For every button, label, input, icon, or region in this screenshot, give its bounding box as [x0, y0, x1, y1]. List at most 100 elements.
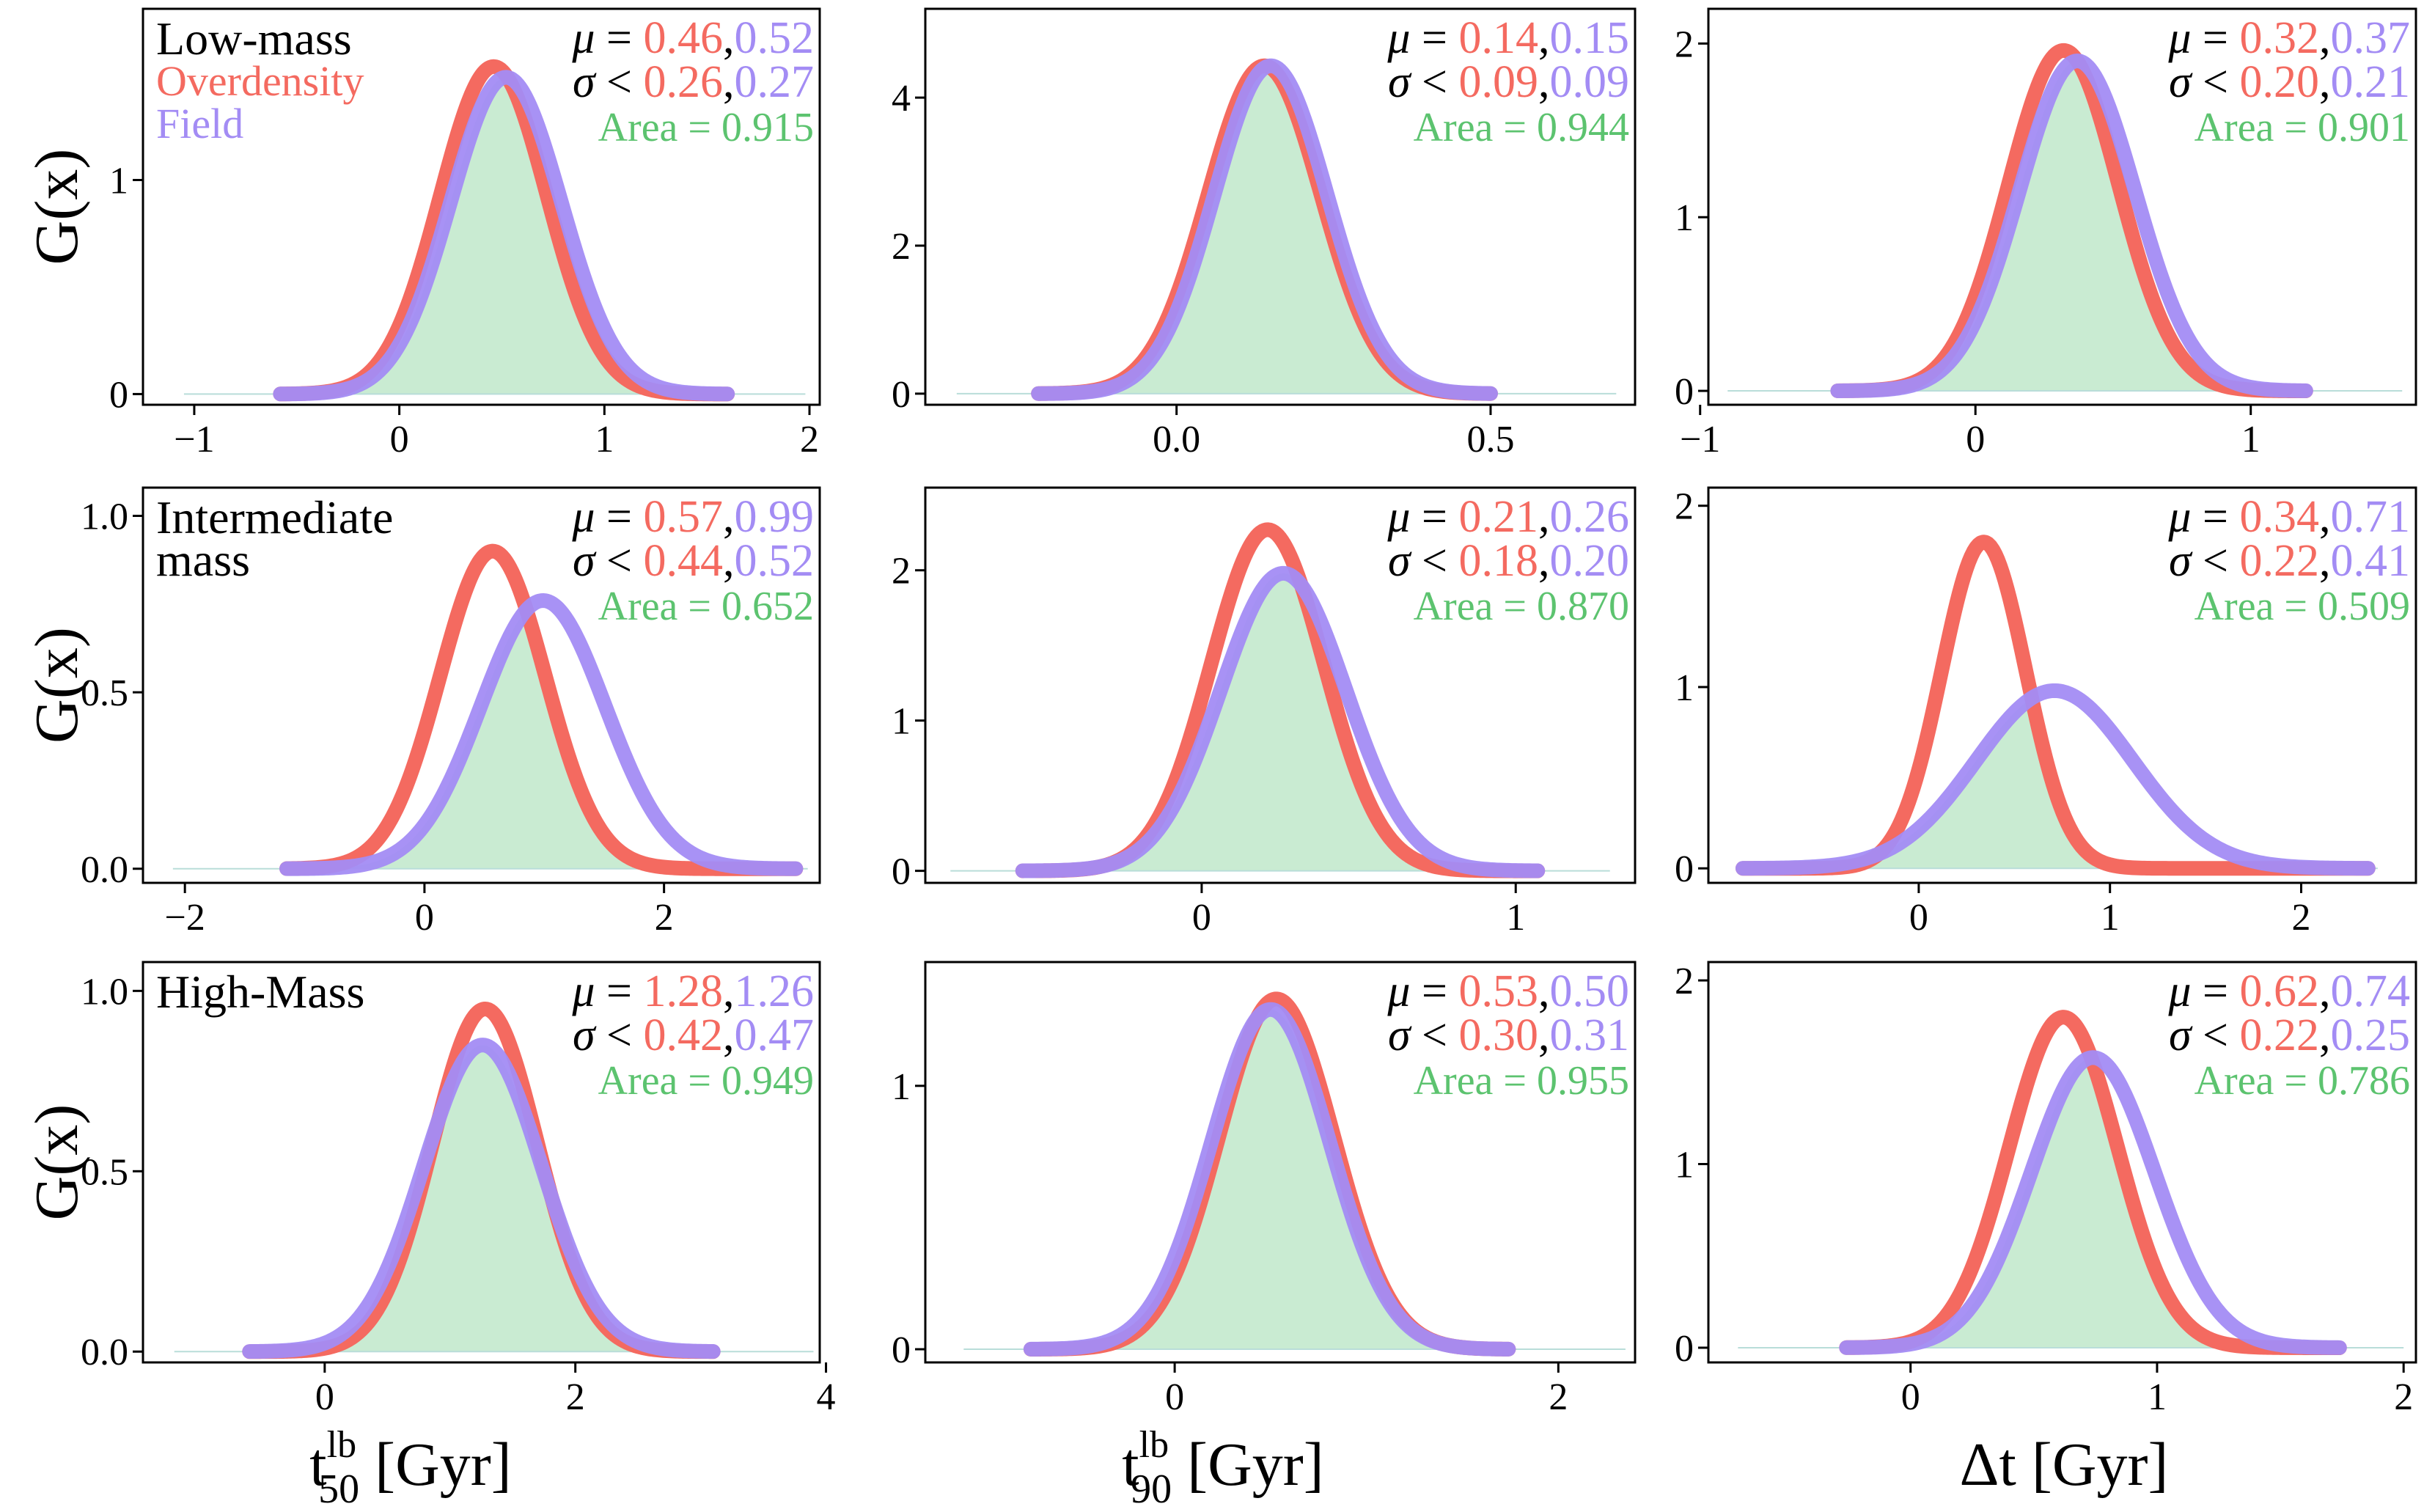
y-tick-label: 1 — [1675, 1145, 1694, 1186]
x-tick-label: 1 — [595, 419, 614, 460]
y-axis-label: G(x) — [23, 1104, 91, 1221]
y-tick-label: 2 — [1675, 23, 1694, 65]
axes-frame — [1707, 961, 2417, 1364]
overlap-area — [183, 77, 806, 394]
x-tick-label: 1 — [1506, 897, 1525, 939]
area-stat: Area = 0.786 — [2195, 1058, 2410, 1104]
y-tick-label: 4 — [892, 78, 911, 120]
plot-area — [183, 59, 806, 402]
area-stat: Area = 0.955 — [1414, 1058, 1629, 1104]
panel-r2-c0: 0 2 4 0.0 0.5 1.0 μ = 1.28,1.26σ < 0.42,0.47Ar… — [81, 961, 836, 1418]
axes-frame — [924, 961, 1637, 1364]
y-tick-label: 0.0 — [81, 849, 128, 891]
panel-r0-c1: 0.0 0.5 0 2 4 μ = 0.14,0.15σ < 0.09,0.09Area … — [892, 7, 1637, 460]
sigma-stats: σ < 0.42,0.47 — [573, 1010, 814, 1060]
x-tick-label: 1 — [2148, 1376, 2167, 1418]
field-curve — [242, 1038, 721, 1359]
y-tick-label: 0.5 — [81, 672, 128, 714]
y-tick-label: 0 — [1675, 848, 1694, 890]
axes-frame — [924, 486, 1637, 884]
y-axis-label: G(x) — [23, 627, 91, 744]
y-tick-label: 1 — [892, 1066, 911, 1108]
y-tick-label: 0 — [109, 374, 128, 416]
x-tick-label: 0.0 — [1153, 419, 1200, 460]
x-tick-label: 0 — [390, 419, 409, 460]
mu-stats: μ = 1.28,1.26 — [571, 966, 814, 1016]
axes-frame — [1707, 486, 2417, 884]
sigma-stats: σ < 0.18,0.20 — [1388, 536, 1629, 586]
overlap-area — [1737, 699, 2378, 869]
plot-area — [956, 58, 1617, 401]
y-tick-label: 2 — [892, 551, 911, 592]
sigma-stats: σ < 0.26,0.27 — [573, 57, 814, 107]
y-tick-label: 1.0 — [81, 971, 128, 1013]
axes-frame — [142, 961, 821, 1364]
legend-field: Field — [156, 100, 243, 147]
area-stat: Area = 0.915 — [598, 105, 814, 150]
plot-area — [963, 991, 1626, 1357]
overlap-area — [956, 66, 1617, 394]
x-tick-label: 0 — [1901, 1376, 1920, 1418]
x-tick-label: 2 — [800, 419, 819, 460]
y-tick-label: 0 — [892, 851, 911, 893]
mass-bin-title: High-Mass — [156, 966, 364, 1018]
field-curve — [279, 593, 804, 876]
y-tick-label: 2 — [1675, 486, 1694, 528]
y-tick-label: 2 — [1675, 961, 1694, 1002]
mu-stats: μ = 0.46,0.52 — [571, 13, 814, 63]
mu-stats: μ = 0.14,0.15 — [1387, 13, 1629, 63]
y-tick-label: 0.5 — [81, 1151, 128, 1193]
mu-stats: μ = 0.57,0.99 — [571, 492, 814, 542]
x-tick-label: 2 — [1549, 1376, 1568, 1418]
area-stat: Area = 0.870 — [1414, 584, 1629, 629]
sigma-stats: σ < 0.44,0.52 — [573, 536, 814, 586]
x-tick-label: 2 — [2292, 897, 2311, 939]
y-tick-label: 2 — [892, 226, 911, 268]
y-tick-label: 0 — [892, 1329, 911, 1371]
overlap-area — [1727, 61, 2403, 392]
field-curve — [1015, 565, 1546, 878]
sigma-stats: σ < 0.09,0.09 — [1388, 57, 1629, 107]
area-stat: Area = 0.652 — [598, 584, 814, 629]
y-tick-label: 0 — [892, 374, 911, 416]
area-stat: Area = 0.901 — [2195, 105, 2410, 150]
y-tick-label: 0.0 — [81, 1332, 128, 1373]
axes-frame — [924, 7, 1637, 406]
x-axis-label: Δt [Gyr] — [1960, 1431, 2169, 1499]
plot-area — [174, 1001, 814, 1359]
area-stat: Area = 0.509 — [2195, 584, 2410, 629]
y-tick-label: 0 — [1675, 1328, 1694, 1370]
sigma-stats: σ < 0.22,0.41 — [2169, 536, 2410, 586]
axes-frame — [1707, 7, 2417, 406]
x-tick-label: 0.5 — [1466, 419, 1514, 460]
overlap-area — [1738, 1057, 2404, 1348]
axes-frame — [142, 486, 821, 884]
y-tick-label: 1 — [1675, 667, 1694, 709]
mass-bin-title: Intermediate mass — [156, 491, 393, 586]
overlap-area — [174, 1045, 814, 1352]
x-tick-label: 4 — [817, 1376, 836, 1418]
y-tick-label: 0 — [1675, 371, 1694, 413]
x-tick-label: 1 — [2241, 419, 2260, 460]
y-tick-label: 1 — [109, 161, 128, 202]
x-tick-label: −1 — [1680, 419, 1720, 460]
x-tick-label: −2 — [165, 897, 205, 939]
axes-frame — [142, 7, 821, 406]
plot-area — [172, 543, 808, 876]
x-tick-label: 0 — [1966, 419, 1985, 460]
panel-r1-c0: −2 0 2 0.0 0.5 1.0 μ = 0.57,0.99σ < 0.44,0.52A… — [81, 486, 821, 939]
overlap-area — [172, 611, 808, 869]
field-curve — [273, 70, 735, 402]
x-axis-label: tlb 90 [Gyr] — [1122, 1424, 1323, 1512]
field-curve — [1830, 54, 2313, 398]
overlap-area — [963, 1009, 1626, 1350]
x-axis-label: tlb 50 [Gyr] — [309, 1424, 511, 1512]
overlap-area — [950, 573, 1610, 871]
plot-area — [1735, 535, 2378, 876]
x-tick-label: 1 — [2101, 897, 2120, 939]
mu-stats: μ = 0.53,0.50 — [1387, 966, 1629, 1016]
